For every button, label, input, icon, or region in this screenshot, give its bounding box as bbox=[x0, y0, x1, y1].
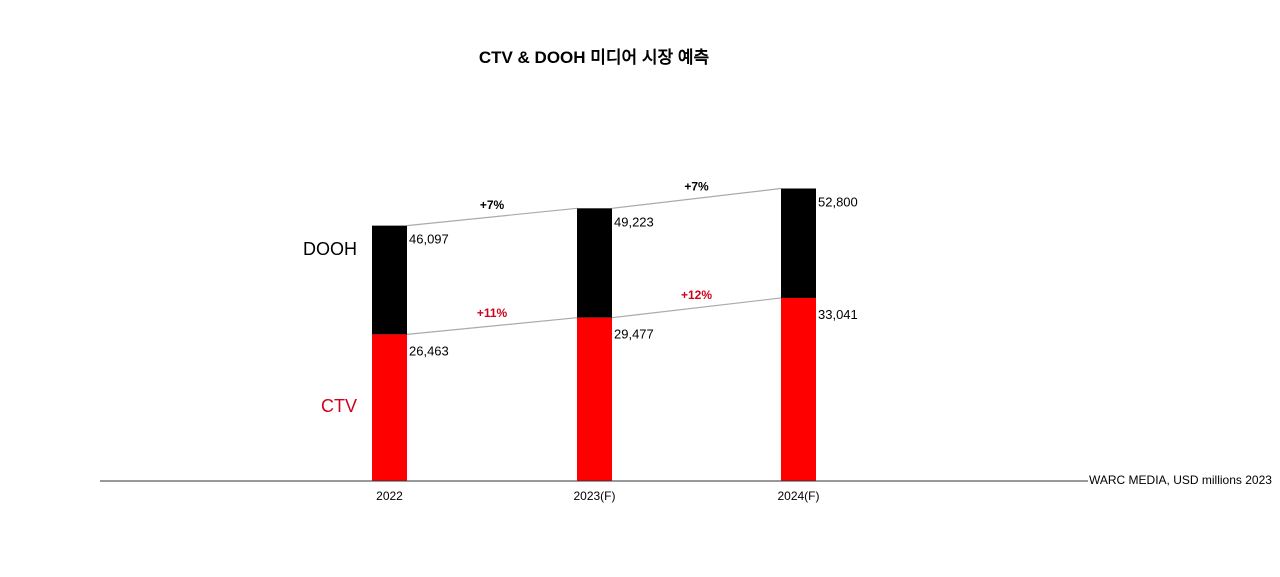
bars bbox=[372, 188, 816, 481]
bar-ctv-1 bbox=[577, 317, 612, 481]
bar-dooh-2 bbox=[781, 188, 816, 298]
value-label-ctv-1: 29,477 bbox=[614, 327, 654, 342]
series-label-dooh: DOOH bbox=[303, 239, 357, 259]
bar-dooh-1 bbox=[577, 208, 612, 318]
bar-dooh-0 bbox=[372, 225, 407, 335]
x-tick-label-1: 2023(F) bbox=[573, 489, 615, 503]
x-tick-label-2: 2024(F) bbox=[777, 489, 819, 503]
chart-title: CTV & DOOH 미디어 시장 예측 bbox=[479, 48, 710, 67]
value-label-dooh-2: 52,800 bbox=[818, 194, 858, 209]
growth-label-ctv-0: +11% bbox=[477, 306, 508, 320]
connector-ctv-0 bbox=[406, 317, 578, 335]
value-label-ctv-0: 26,463 bbox=[409, 343, 449, 358]
growth-label-ctv-1: +12% bbox=[681, 288, 712, 302]
growth-connectors bbox=[406, 187, 782, 335]
x-axis-ticks: 2022 2023(F) 2024(F) bbox=[376, 489, 819, 503]
source-note: WARC MEDIA, USD millions 2023 bbox=[1089, 473, 1272, 487]
bar-ctv-0 bbox=[372, 334, 407, 481]
growth-label-dooh-1: +7% bbox=[684, 179, 709, 193]
bar-ctv-2 bbox=[781, 297, 816, 481]
series-label-ctv: CTV bbox=[321, 396, 357, 416]
value-label-dooh-0: 46,097 bbox=[409, 232, 449, 247]
connector-ctv-1 bbox=[611, 297, 782, 319]
growth-labels: +7% +11% +7% +12% bbox=[477, 179, 713, 320]
value-label-dooh-1: 49,223 bbox=[614, 214, 654, 229]
connector-dooh-1 bbox=[611, 187, 782, 209]
x-tick-label-0: 2022 bbox=[376, 489, 403, 503]
value-label-ctv-2: 33,041 bbox=[818, 307, 858, 322]
growth-label-dooh-0: +7% bbox=[480, 198, 505, 212]
value-labels: 46,097 26,463 49,223 29,477 52,800 33,041 bbox=[409, 194, 858, 358]
connector-dooh-0 bbox=[406, 207, 578, 227]
